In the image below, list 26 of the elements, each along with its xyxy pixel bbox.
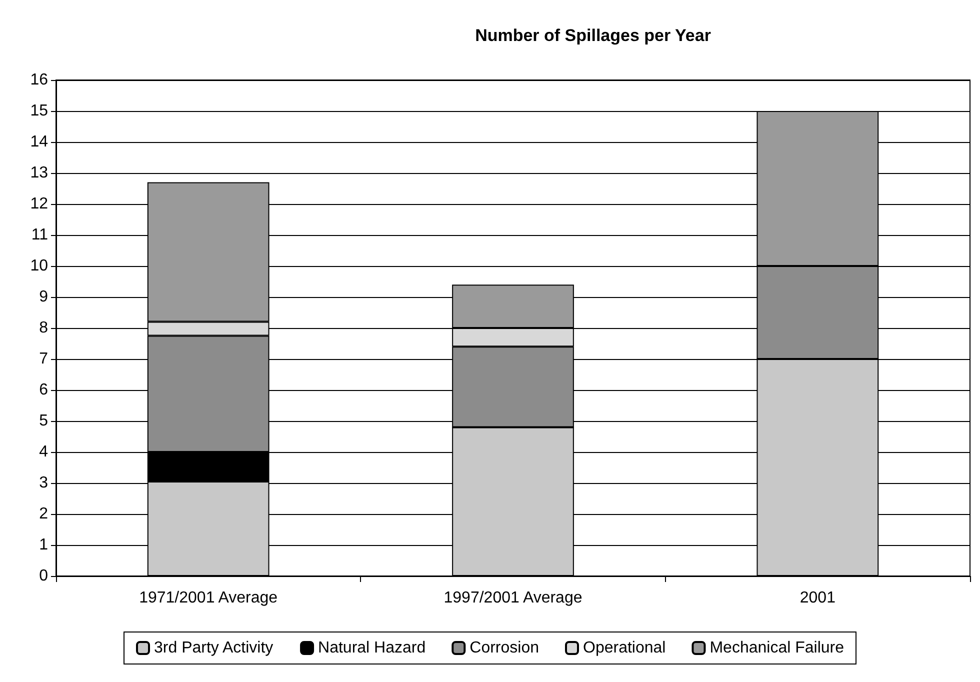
y-tick-label: 2 <box>39 506 48 522</box>
y-tick-label: 5 <box>39 412 48 430</box>
y-tick-label: 16 <box>30 72 48 88</box>
y-tick-label: 1 <box>39 536 48 554</box>
y-tick-label: 10 <box>30 258 48 274</box>
legend-label: Mechanical Failure <box>710 640 844 656</box>
x-tick-label: 1997/2001 Average <box>444 590 582 606</box>
y-tick-label: 15 <box>30 102 48 120</box>
y-tick-label: 14 <box>30 134 48 150</box>
y-tick-label: 6 <box>39 382 48 398</box>
y-tick-label: 9 <box>39 288 48 306</box>
y-tick-label: 12 <box>30 196 48 212</box>
y-tick-label: 0 <box>39 568 48 584</box>
y-tick-label: 13 <box>30 164 48 182</box>
y-tick-label: 4 <box>39 444 48 460</box>
y-tick-label: 8 <box>39 320 48 336</box>
x-tick-label: 2001 <box>800 590 836 606</box>
legend-label: 3rd Party Activity <box>154 640 274 656</box>
y-tick-label: 3 <box>39 474 48 492</box>
y-tick-label: 7 <box>39 350 48 368</box>
y-tick-label: 11 <box>31 226 48 244</box>
legend-label: Operational <box>582 640 666 656</box>
chart-title: Number of Spillages per Year <box>475 26 712 45</box>
legend-label: Corrosion <box>470 640 539 656</box>
x-tick-label: 1971/2001 Average <box>139 590 278 606</box>
legend-label: Natural Hazard <box>318 640 426 656</box>
